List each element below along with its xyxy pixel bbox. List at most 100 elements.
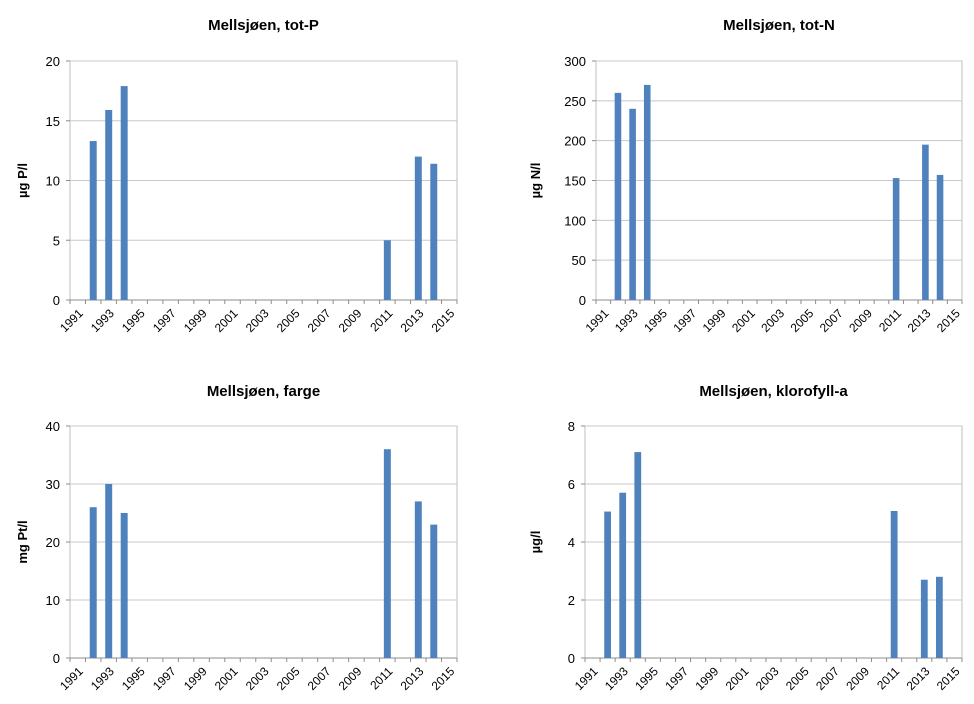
bar [120, 513, 128, 658]
x-tick-label: 1991 [57, 664, 86, 693]
y-axis-label: mg Pt/l [15, 520, 30, 563]
bar [120, 86, 128, 300]
x-tick-label: 2001 [729, 306, 758, 335]
x-tick-label: 2005 [274, 664, 303, 693]
bar [614, 92, 622, 300]
bar [430, 524, 438, 658]
bar [936, 174, 944, 300]
bar [629, 108, 636, 300]
bar [922, 144, 929, 300]
y-tick-label: 0 [53, 293, 60, 308]
x-tick-label: 2007 [817, 306, 846, 335]
bar [935, 576, 943, 658]
bar [619, 492, 627, 658]
y-tick-label: 6 [568, 477, 575, 492]
x-tick-label: 2007 [305, 306, 334, 335]
x-tick-label: 2005 [783, 664, 812, 693]
y-tick-label: 2 [568, 593, 575, 608]
x-tick-label: 1999 [700, 306, 729, 335]
x-tick-label: 2007 [813, 664, 842, 693]
x-tick-label: 2009 [336, 306, 365, 335]
chart-panel-1: 0 5 10 15 20 1991 1993 1995 1997 1999 2001 2003 2005… [15, 17, 458, 335]
x-tick-label: 1993 [612, 306, 641, 335]
y-tick-label: 0 [53, 651, 60, 666]
y-tick-label: 5 [53, 233, 60, 248]
chart-title: Mellsjøen, tot-P [208, 17, 319, 34]
x-tick-label: 2015 [934, 664, 963, 693]
bar [920, 579, 928, 658]
x-tick-label: 1997 [662, 664, 691, 693]
y-axis-label: µg N/l [528, 163, 543, 199]
bar [643, 84, 651, 301]
x-tick-label: 2001 [212, 306, 241, 335]
x-tick-label: 1997 [670, 306, 699, 335]
x-tick-label: 2011 [367, 664, 395, 692]
x-tick-label: 2009 [846, 306, 875, 335]
x-tick-label: 2003 [243, 306, 272, 335]
y-tick-label: 20 [46, 54, 60, 69]
chart-title: Mellsjøen, klorofyll-a [699, 383, 848, 400]
x-tick-label: 1999 [181, 306, 210, 335]
y-tick-label: 200 [564, 134, 586, 149]
x-tick-label: 1993 [602, 664, 631, 693]
x-tick-label: 2011 [367, 306, 395, 334]
x-tick-label: 1997 [150, 306, 179, 335]
chart-title: Mellsjøen, tot-N [723, 17, 835, 34]
y-tick-label: 30 [46, 477, 60, 492]
bar [383, 449, 391, 658]
y-tick-label: 0 [579, 293, 586, 308]
y-tick-label: 10 [46, 593, 60, 608]
x-tick-label: 2013 [398, 664, 427, 693]
bar [414, 501, 422, 658]
x-tick-label: 2003 [753, 664, 782, 693]
y-tick-label: 50 [572, 253, 586, 268]
x-tick-label: 2013 [905, 306, 934, 335]
y-tick-label: 40 [46, 419, 60, 434]
x-tick-label: 1993 [88, 664, 117, 693]
x-tick-label: 2009 [843, 664, 872, 693]
x-tick-label: 1999 [693, 664, 722, 693]
y-tick-label: 20 [46, 535, 60, 550]
y-tick-label: 150 [564, 174, 586, 189]
x-tick-label: 1999 [181, 664, 210, 693]
x-tick-label: 1991 [57, 306, 86, 335]
x-tick-label: 2005 [788, 306, 817, 335]
x-tick-label: 1995 [119, 664, 148, 693]
x-tick-label: 2013 [398, 306, 427, 335]
x-tick-label: 1995 [119, 306, 148, 335]
x-tick-label: 1993 [88, 306, 117, 335]
y-tick-label: 8 [568, 419, 575, 434]
x-tick-label: 2003 [243, 664, 272, 693]
bar [634, 452, 642, 658]
x-tick-label: 1991 [583, 306, 612, 335]
y-tick-label: 0 [568, 651, 575, 666]
y-tick-label: 100 [564, 213, 586, 228]
y-axis-label: µg P/l [15, 163, 30, 198]
x-tick-label: 1995 [641, 306, 670, 335]
x-tick-label: 2007 [305, 664, 334, 693]
x-tick-label: 2011 [876, 306, 904, 334]
x-tick-label: 2001 [723, 664, 752, 693]
y-tick-label: 250 [564, 94, 586, 109]
y-axis-label: µg/l [528, 531, 543, 554]
x-tick-label: 2015 [429, 306, 458, 335]
x-tick-label: 2009 [336, 664, 365, 693]
bar [430, 163, 438, 300]
x-tick-label: 1991 [572, 664, 601, 693]
y-tick-label: 15 [46, 114, 60, 129]
bar [89, 507, 97, 658]
bar [892, 178, 900, 300]
x-tick-label: 1997 [150, 664, 179, 693]
x-tick-label: 2003 [758, 306, 787, 335]
bar [89, 141, 97, 300]
x-tick-label: 1995 [632, 664, 661, 693]
x-tick-label: 2001 [212, 664, 241, 693]
bar [105, 109, 113, 301]
x-tick-label: 2011 [874, 664, 902, 692]
x-tick-label: 2015 [934, 306, 963, 335]
bar [383, 240, 391, 300]
y-tick-label: 10 [46, 174, 60, 189]
